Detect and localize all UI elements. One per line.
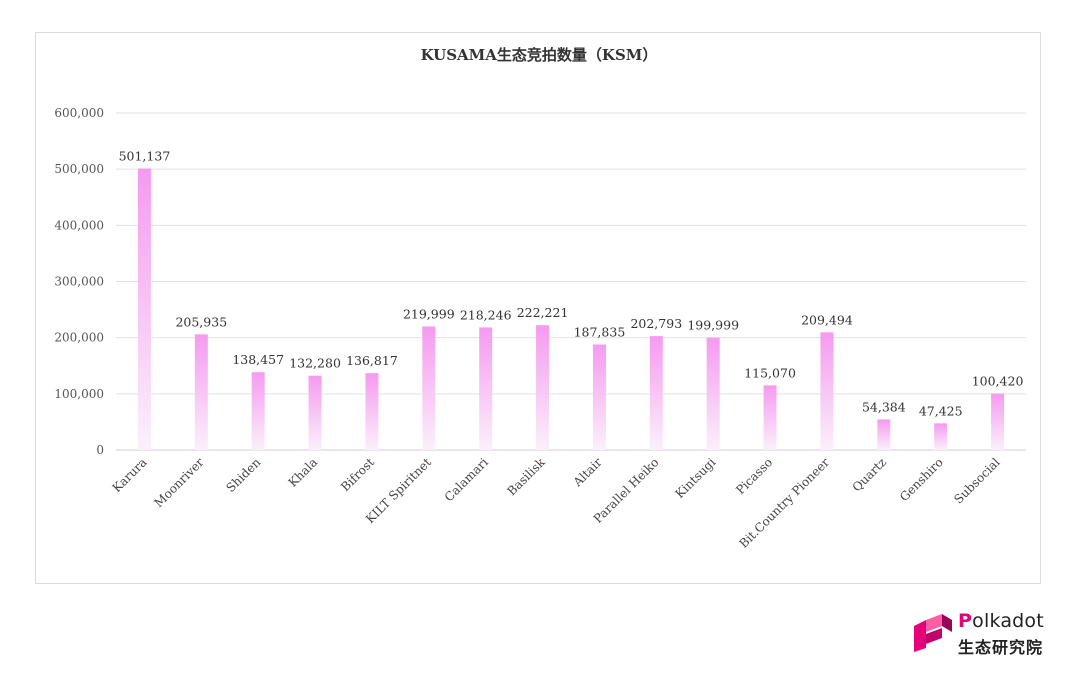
x-tick-label: Picasso <box>733 455 775 497</box>
value-label: 205,935 <box>175 314 227 329</box>
bar <box>422 326 436 450</box>
bar-chart: KUSAMA生态竞拍数量（KSM） 0 100,000 200,000 300,000… <box>54 46 1026 551</box>
y-tick-label: 100,000 <box>54 387 104 401</box>
x-tick-label: Altair <box>570 455 605 490</box>
bar <box>365 373 379 450</box>
bar <box>934 423 948 450</box>
value-label: 222,221 <box>517 305 569 320</box>
bar <box>308 375 322 450</box>
value-label: 209,494 <box>801 312 853 327</box>
y-tick-label: 400,000 <box>54 218 104 232</box>
x-tick-label: Shiden <box>223 455 263 495</box>
x-tick-label: Subsocial <box>951 455 1002 506</box>
bar <box>820 332 834 450</box>
chart-title: KUSAMA生态竞拍数量（KSM） <box>421 46 658 64</box>
bar <box>137 168 151 450</box>
value-label: 136,817 <box>346 353 398 368</box>
bar <box>763 385 777 450</box>
y-tick-label: 300,000 <box>54 275 104 289</box>
x-tick-label: Moonriver <box>152 455 207 510</box>
bar <box>649 336 663 450</box>
x-tick-label: Genshiro <box>897 455 946 504</box>
value-label: 100,420 <box>972 374 1024 389</box>
value-label: 202,793 <box>630 316 682 331</box>
value-label: 218,246 <box>460 307 512 322</box>
bar <box>877 419 891 450</box>
logo-subtitle: 生态研究院 <box>958 638 1044 657</box>
x-tick-label: Khala <box>286 455 321 490</box>
value-label: 54,384 <box>862 399 906 414</box>
x-tick-label: Calamari <box>442 455 491 504</box>
bar <box>536 325 550 450</box>
chart-frame: KUSAMA生态竞拍数量（KSM） 0 100,000 200,000 300,000… <box>35 32 1041 584</box>
value-label: 219,999 <box>403 306 455 321</box>
y-tick-label: 200,000 <box>54 331 104 345</box>
x-tick-label: Basilisk <box>504 455 548 499</box>
value-label: 47,425 <box>919 403 963 418</box>
x-tick-label: Karura <box>110 455 150 495</box>
y-tick-label: 600,000 <box>54 106 104 120</box>
y-tick-label: 0 <box>96 443 104 457</box>
value-label: 115,070 <box>744 365 796 380</box>
bars <box>137 168 1005 450</box>
logo-name: Polkadot <box>958 610 1044 632</box>
y-tick-label: 500,000 <box>54 162 104 176</box>
x-tick-label: Kintsugi <box>673 455 719 501</box>
value-label: 199,999 <box>687 318 739 333</box>
value-labels: 501,137 205,935 138,457 132,280 136,817 219,9… <box>119 149 1024 419</box>
x-tick-label: Quartz <box>850 455 889 494</box>
y-axis-ticks: 0 100,000 200,000 300,000 400,000 500,000 600,… <box>54 106 104 457</box>
bar <box>592 344 606 450</box>
value-label: 187,835 <box>574 324 626 339</box>
bar <box>706 337 720 450</box>
bar <box>194 334 208 450</box>
x-tick-label: Bifrost <box>338 455 377 494</box>
bar <box>479 327 493 450</box>
gridlines <box>116 112 1026 451</box>
value-label: 138,457 <box>232 352 284 367</box>
bar <box>991 393 1005 450</box>
value-label: 501,137 <box>119 149 171 164</box>
polkadot-logo: Polkadot 生态研究院 <box>912 610 1052 658</box>
value-label: 132,280 <box>289 356 341 371</box>
polkadot-logo-icon <box>914 614 952 652</box>
bar <box>251 372 265 450</box>
